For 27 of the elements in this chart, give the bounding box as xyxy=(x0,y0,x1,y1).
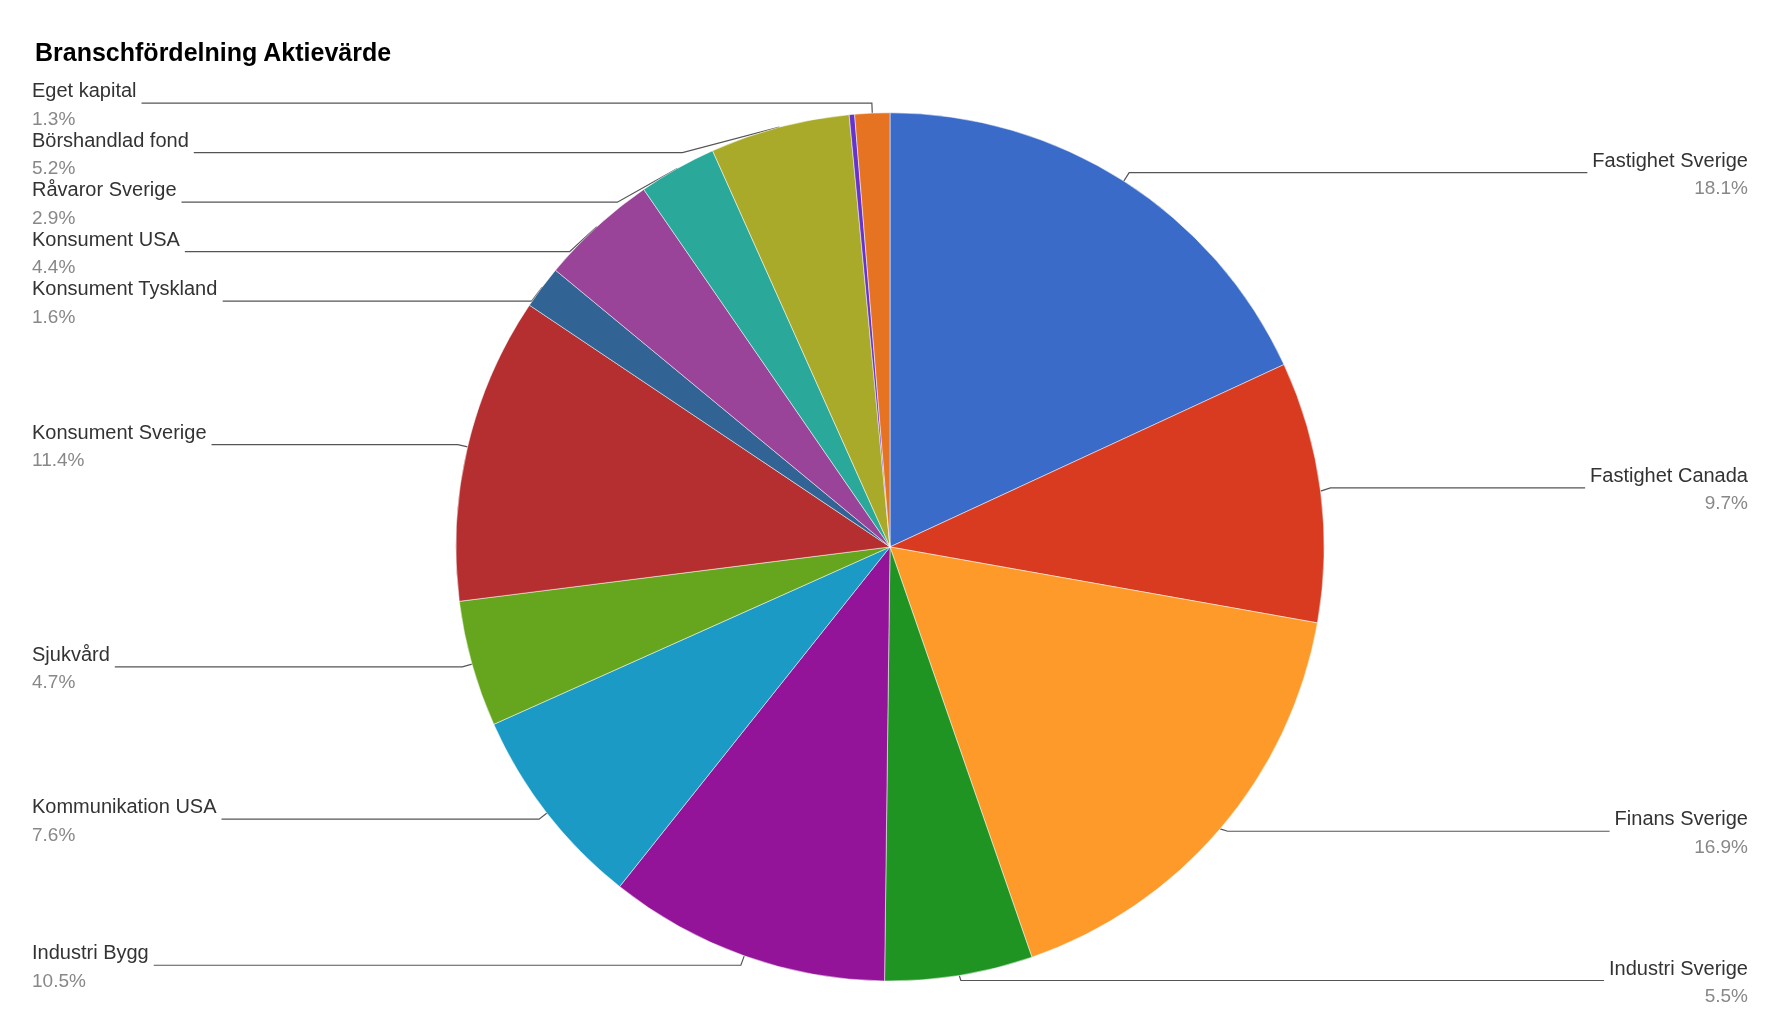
data-label: 1.3% xyxy=(32,107,76,129)
data-label: 1.6% xyxy=(32,305,76,327)
data-label: 4.7% xyxy=(32,671,76,693)
data-label: 16.9% xyxy=(1694,835,1749,857)
slice-label: Konsument USA xyxy=(32,227,181,250)
data-label: 2.9% xyxy=(32,206,76,228)
slice-label: Sjukvård xyxy=(32,642,110,665)
slice-label: Börshandlad fond xyxy=(32,128,189,151)
data-label: 11.4% xyxy=(32,449,85,471)
data-label: 4.4% xyxy=(32,256,76,278)
slice-label: Råvaror Sverige xyxy=(32,178,177,201)
slice-label: Finans Sverige xyxy=(1614,807,1748,830)
slice-label: Konsument Tyskland xyxy=(32,277,218,300)
slice-label: Fastighet Canada xyxy=(1590,463,1749,486)
slice-label: Kommunikation USA xyxy=(32,795,218,818)
data-label: 9.7% xyxy=(1704,492,1749,514)
data-label: 5.5% xyxy=(1704,985,1749,1006)
data-label: 5.2% xyxy=(32,157,76,179)
data-label: 18.1% xyxy=(1694,177,1749,199)
slice-label: Konsument Sverige xyxy=(32,420,207,443)
data-label: 7.6% xyxy=(32,823,76,845)
chart-title: Branschfördelning Aktievärde xyxy=(35,37,392,66)
data-label: 10.5% xyxy=(32,969,86,991)
slice-label: Eget kapital xyxy=(32,79,137,102)
slice-label: Industri Sverige xyxy=(1609,956,1748,979)
slice-label: Industri Bygg xyxy=(32,941,149,964)
slice-label: Fastighet Sverige xyxy=(1592,148,1748,171)
